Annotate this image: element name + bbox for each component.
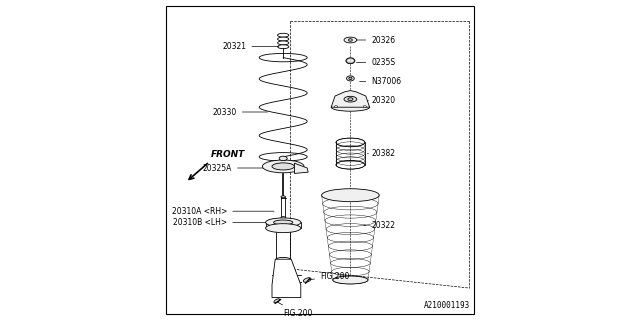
- Ellipse shape: [266, 224, 301, 233]
- Text: FIG.200: FIG.200: [278, 302, 312, 318]
- Ellipse shape: [278, 33, 289, 37]
- Ellipse shape: [348, 98, 353, 100]
- Text: 20310B <LH>: 20310B <LH>: [173, 218, 274, 227]
- Ellipse shape: [278, 45, 289, 49]
- Text: 20310A <RH>: 20310A <RH>: [172, 207, 274, 216]
- Ellipse shape: [364, 106, 367, 108]
- Ellipse shape: [274, 220, 293, 225]
- Text: 20325A: 20325A: [203, 164, 266, 172]
- Ellipse shape: [344, 96, 357, 102]
- Ellipse shape: [303, 278, 311, 282]
- Ellipse shape: [274, 299, 280, 303]
- Ellipse shape: [266, 218, 301, 227]
- Polygon shape: [294, 163, 308, 173]
- Text: 20330: 20330: [212, 108, 268, 116]
- Ellipse shape: [278, 41, 289, 45]
- Text: A210001193: A210001193: [424, 301, 470, 310]
- Ellipse shape: [333, 276, 368, 284]
- Polygon shape: [272, 259, 301, 298]
- Ellipse shape: [262, 160, 304, 173]
- Text: 20326: 20326: [356, 36, 396, 44]
- Ellipse shape: [334, 106, 338, 108]
- Ellipse shape: [344, 37, 357, 43]
- Ellipse shape: [349, 77, 352, 80]
- Polygon shape: [332, 91, 370, 107]
- Ellipse shape: [278, 37, 289, 41]
- Text: 20382: 20382: [367, 149, 396, 158]
- Ellipse shape: [332, 103, 370, 111]
- Ellipse shape: [348, 39, 352, 41]
- Text: 0235S: 0235S: [356, 58, 396, 67]
- Ellipse shape: [281, 217, 285, 219]
- Text: 20321: 20321: [223, 42, 279, 51]
- Ellipse shape: [347, 76, 355, 81]
- Ellipse shape: [281, 196, 285, 198]
- Text: 20322: 20322: [364, 221, 396, 230]
- Text: FRONT: FRONT: [211, 150, 246, 159]
- Ellipse shape: [321, 189, 379, 202]
- Text: 20320: 20320: [367, 96, 396, 105]
- Ellipse shape: [346, 58, 355, 64]
- Text: N37006: N37006: [360, 77, 401, 86]
- Text: FIG.200: FIG.200: [308, 272, 349, 281]
- Ellipse shape: [272, 163, 294, 170]
- Ellipse shape: [279, 156, 287, 161]
- Ellipse shape: [276, 257, 291, 261]
